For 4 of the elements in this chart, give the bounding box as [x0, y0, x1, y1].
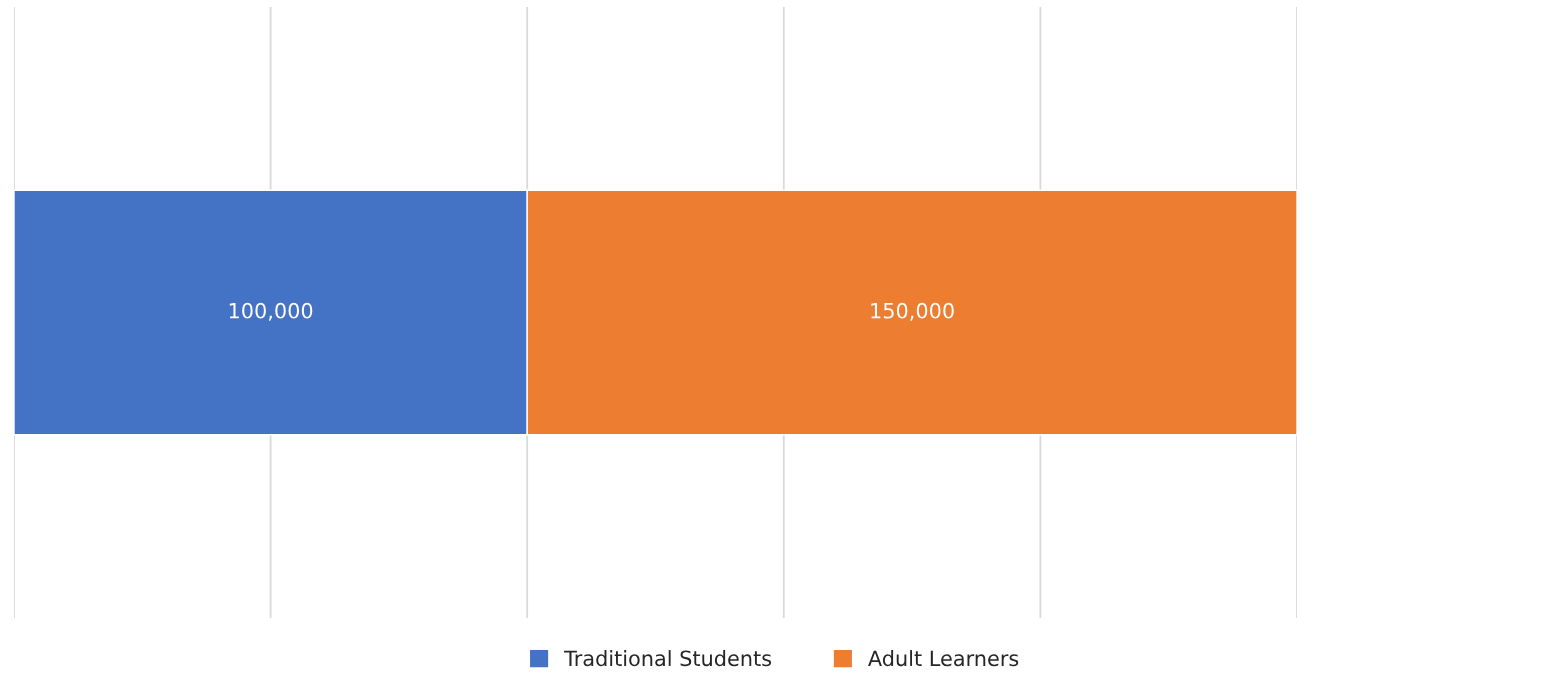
- legend-label: Traditional Students: [564, 650, 772, 667]
- data-label: 150,000: [871, 302, 954, 321]
- legend-label: Adult Learners: [868, 650, 1019, 667]
- data-label: 100,000: [229, 302, 313, 321]
